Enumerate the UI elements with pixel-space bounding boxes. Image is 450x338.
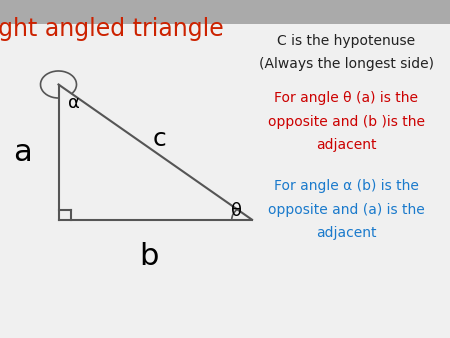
- Bar: [0, 0, 450, 24]
- Text: adjacent: adjacent: [316, 138, 377, 152]
- Text: (Always the longest side): (Always the longest side): [259, 57, 434, 71]
- Text: θ: θ: [231, 202, 242, 220]
- Text: C is the hypotenuse: C is the hypotenuse: [278, 33, 415, 48]
- Text: For angle θ (a) is the: For angle θ (a) is the: [274, 91, 418, 105]
- Text: c: c: [153, 126, 166, 151]
- Text: α: α: [68, 94, 80, 112]
- Text: b: b: [139, 242, 158, 271]
- Text: opposite and (b )is the: opposite and (b )is the: [268, 115, 425, 129]
- Text: Right angled triangle: Right angled triangle: [0, 17, 223, 41]
- Text: a: a: [13, 138, 32, 167]
- Text: For angle α (b) is the: For angle α (b) is the: [274, 179, 419, 193]
- Text: opposite and (a) is the: opposite and (a) is the: [268, 202, 425, 217]
- Text: adjacent: adjacent: [316, 226, 377, 240]
